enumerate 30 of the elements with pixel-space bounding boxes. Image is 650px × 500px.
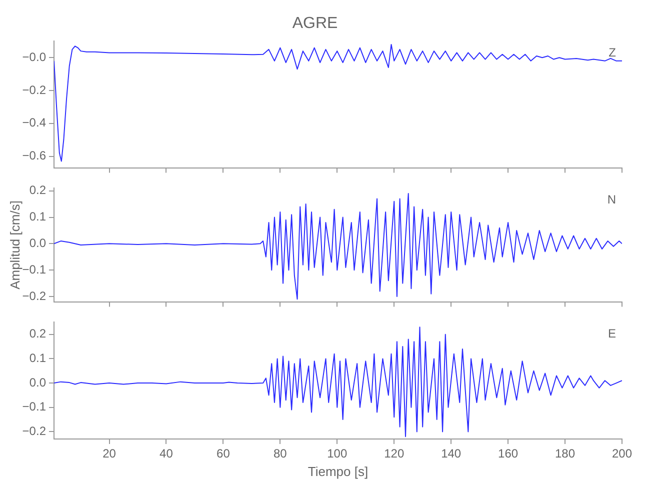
y-tick-label: −0.4: [22, 116, 46, 130]
y-tick-label: 0.2: [29, 183, 46, 198]
y-tick-label: −0.1: [22, 400, 46, 414]
x-tick-label: 20: [102, 446, 116, 461]
x-tick-label: 200: [612, 446, 632, 461]
y-tick-label: −0.0: [22, 50, 46, 64]
y-tick-label: 0.0: [29, 236, 46, 250]
y-tick-label: −0.2: [22, 288, 46, 303]
chart-title: AGRE: [292, 15, 338, 32]
x-axis-title: Tiempo [s]: [308, 464, 368, 479]
y-tick-label: 0.2: [29, 326, 46, 341]
y-tick-label: −0.2: [22, 82, 46, 97]
x-tick-label: 80: [273, 446, 288, 461]
annotation: N: [607, 192, 616, 207]
x-tick-label: 140: [441, 446, 462, 461]
x-tick-label: 120: [384, 446, 404, 461]
y-tick-label: −0.6: [22, 148, 46, 163]
y-tick-label: −0.1: [22, 262, 46, 276]
y-axis-title: Amplitud [cm/s]: [7, 200, 22, 290]
y-tick-label: 0.1: [29, 351, 46, 366]
x-tick-label: 160: [498, 446, 518, 461]
x-tick-label: 40: [160, 446, 174, 461]
x-tick-label: 180: [555, 446, 576, 461]
x-tick-label: 60: [216, 446, 230, 461]
y-tick-label: 0.1: [29, 210, 46, 224]
y-tick-label: −0.2: [22, 424, 46, 438]
annotation: Z: [608, 46, 616, 60]
annotation: E: [608, 326, 616, 341]
y-tick-label: 0.0: [29, 375, 46, 390]
x-tick-label: 100: [327, 446, 348, 461]
